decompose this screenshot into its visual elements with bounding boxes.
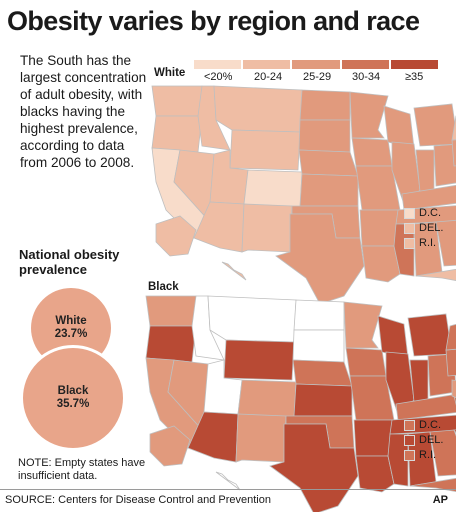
state-mi [413,103,456,147]
state-ar [359,209,399,247]
black-prevalence-bubble: Black 35.7% [20,345,126,451]
state-la [355,455,395,493]
dc-swatch [404,207,415,219]
state-ne [292,359,353,387]
state-nd [299,89,351,121]
state-tx [275,213,365,305]
source-text: SOURCE: Centers for Disease Control and … [5,494,271,506]
legend-color-bar [194,60,439,69]
ri-swatch [404,449,415,461]
state-sd [298,119,351,153]
intro-text: The South has the largest concentration … [20,53,147,170]
state-wi [383,105,415,149]
legend-swatch-4 [390,60,439,69]
legend-label-0: <20% [204,71,233,83]
legend-swatch-1 [243,60,291,69]
del-label: DEL. [419,222,444,234]
state-fl [415,268,456,281]
dc-label: D.C. [419,419,441,431]
state-mn [349,91,389,139]
legend-swatch-3 [341,60,389,69]
national-prevalence-heading: National obesity prevalence [19,247,120,277]
state-mn [343,301,383,349]
white-small-state-dc: D.C. [404,207,441,219]
state-ga [429,429,456,477]
state-az [193,201,245,253]
state-ia [351,137,393,167]
black-prevalence-value: 35.7% [56,398,90,410]
state-or [151,115,203,153]
white-map-label: White [154,67,186,79]
state-wa [145,295,197,327]
state-ia [345,347,387,377]
black-map-label: Black [148,281,179,293]
state-fl [409,477,456,493]
state-ak [149,425,191,467]
state-wa [151,85,203,117]
dc-swatch [404,419,415,431]
white-small-state-del: DEL. [404,222,443,234]
state-ny [445,323,456,351]
state-wv [451,379,456,399]
credit-text: AP [432,494,448,506]
state-ak [155,215,197,257]
state-wy [229,129,301,171]
state-az [187,411,239,463]
state-ne [298,149,359,177]
black-obesity-map [145,295,456,512]
ri-label: R.I. [419,449,437,461]
state-ny [451,115,456,141]
legend-label-2: 25-29 [303,71,332,83]
state-ks [293,383,353,417]
state-wi [377,315,409,359]
state-mt [213,85,303,133]
white-prevalence-label: White [55,315,87,327]
state-ky [395,393,456,421]
white-small-state-ri: R.I. [404,237,436,249]
del-swatch [404,222,415,234]
state-nm [241,203,293,253]
state-oh [433,143,456,187]
state-hi [221,261,247,281]
state-ks [299,173,359,207]
black-small-state-ri: R.I. [404,449,436,461]
state-pa [451,139,456,167]
legend-label-3: 30-34 [352,71,381,83]
legend-swatch-0 [194,60,242,69]
state-nd [293,299,345,331]
state-wy [223,339,295,381]
state-la [361,245,401,283]
ri-swatch [404,237,415,249]
white-prevalence-value: 23.7% [54,328,88,340]
black-prevalence-label: Black [57,385,89,397]
legend-label-1: 20-24 [254,71,283,83]
state-mt [207,295,297,343]
del-label: DEL. [419,434,444,446]
black-small-state-del: DEL. [404,434,443,446]
legend-label-4: ≥35 [405,71,424,83]
page-title: Obesity varies by region and race [7,6,420,36]
state-nm [235,413,287,463]
state-pa [445,348,456,377]
state-sd [292,329,345,363]
state-tx [269,423,359,512]
white-obesity-map [151,85,456,305]
state-hi [215,471,241,491]
ri-label: R.I. [419,237,437,249]
footer-divider [0,489,456,490]
state-ky [401,184,456,211]
state-or [145,325,197,363]
state-mi [407,313,453,357]
state-ms [387,433,409,487]
note-text: NOTE: Empty states have insufficient dat… [18,457,146,482]
dc-label: D.C. [419,207,441,219]
legend-swatch-2 [292,60,340,69]
black-small-state-dc: D.C. [404,419,441,431]
state-ga [435,219,456,267]
del-swatch [404,434,415,446]
state-ar [353,419,393,457]
